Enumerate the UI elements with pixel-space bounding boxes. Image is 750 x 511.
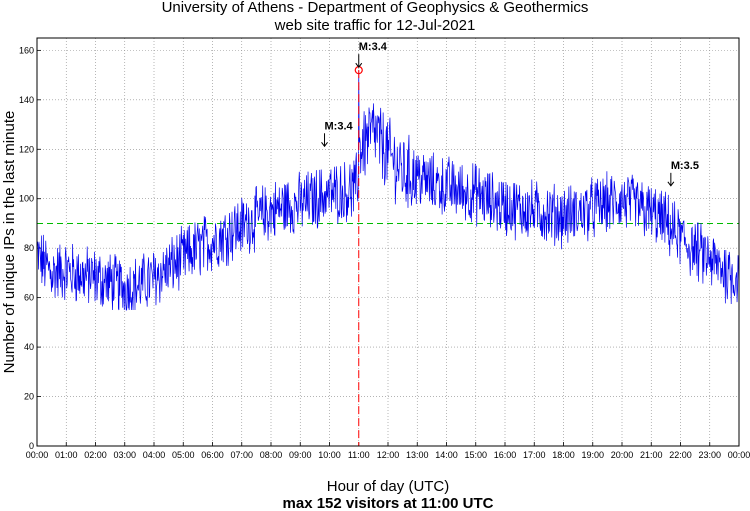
x-axis-label: Hour of day (UTC)	[327, 478, 450, 495]
x-tick-label: 22:00	[669, 450, 692, 460]
x-tick-label: 04:00	[143, 450, 166, 460]
y-tick-label: 140	[19, 95, 34, 105]
y-tick-label: 0	[29, 441, 34, 451]
annotation-label: M:3.5	[671, 160, 699, 172]
annotation-arrowhead	[321, 141, 328, 148]
x-tick-label: 09:00	[289, 450, 312, 460]
x-tick-label: 08:00	[260, 450, 283, 460]
grid	[37, 38, 739, 446]
x-tick-label: 17:00	[523, 450, 546, 460]
traffic-series-line	[36, 70, 740, 311]
chart-subtitle: web site traffic for 12-Jul-2021	[274, 17, 476, 34]
x-tick-label: 23:00	[698, 450, 721, 460]
annotation-arrowhead	[355, 62, 363, 68]
x-tick-label: 01:00	[55, 450, 78, 460]
x-axis-ticks: 00:00 01:00 02:00 03:00 04:00 05:00 06:00 07:00…	[26, 442, 750, 460]
x-tick-label: 00:00	[26, 450, 49, 460]
x-tick-label: 00:00	[728, 450, 750, 460]
x-tick-label: 11:00	[348, 450, 370, 460]
x-tick-label: 21:00	[640, 450, 663, 460]
x-tick-label: 02:00	[84, 450, 107, 460]
y-tick-label: 120	[19, 144, 34, 154]
y-axis-ticks: 0 20 40 60 80 100 120 140 160	[19, 45, 41, 451]
x-tick-label: 14:00	[435, 450, 458, 460]
x-tick-label: 13:00	[406, 450, 429, 460]
x-tick-label: 10:00	[318, 450, 341, 460]
y-tick-label: 40	[24, 342, 34, 352]
y-tick-label: 20	[24, 392, 34, 402]
annotation-arrowhead	[667, 181, 675, 187]
chart-title: University of Athens - Department of Geo…	[162, 0, 589, 16]
x-tick-label: 03:00	[113, 450, 136, 460]
x-tick-label: 20:00	[611, 450, 634, 460]
annotations: M:3.4 M:3.4 M:3.5	[321, 41, 699, 187]
x-tick-label: 05:00	[172, 450, 195, 460]
x-tick-label: 06:00	[201, 450, 224, 460]
x-tick-label: 18:00	[552, 450, 575, 460]
y-tick-label: 60	[24, 293, 34, 303]
x-tick-label: 12:00	[377, 450, 400, 460]
y-tick-label: 160	[19, 45, 34, 55]
y-axis-label: Number of unique IPs in the last minute	[1, 111, 18, 374]
plot-frame	[36, 37, 740, 447]
x-tick-label: 19:00	[581, 450, 604, 460]
x-tick-label: 15:00	[464, 450, 487, 460]
x-tick-label: 07:00	[230, 450, 253, 460]
y-tick-label: 100	[19, 194, 34, 204]
x-tick-label: 16:00	[494, 450, 517, 460]
y-tick-label: 80	[24, 243, 34, 253]
annotation-label: M:3.4	[359, 41, 388, 53]
annotation-label: M:3.4	[325, 120, 354, 132]
max-visitors-caption: max 152 visitors at 11:00 UTC	[283, 495, 494, 511]
